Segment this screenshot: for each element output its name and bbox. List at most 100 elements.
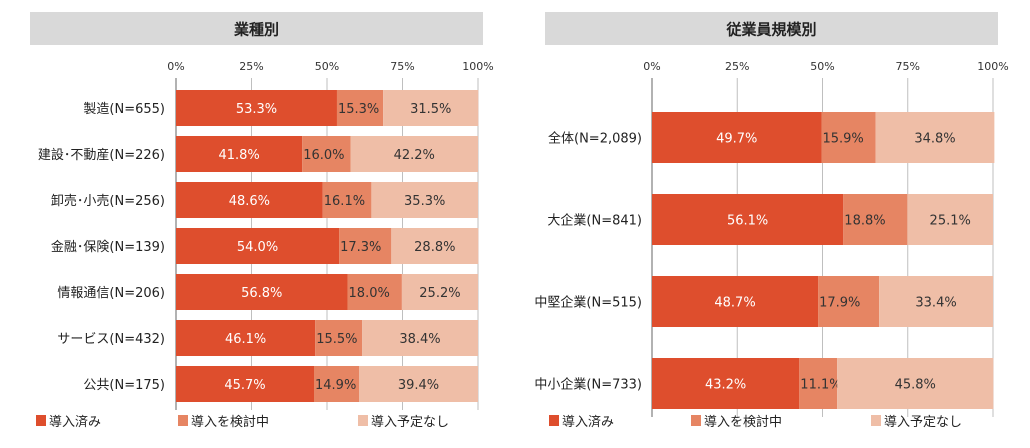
category-label: サービス(N=432) — [57, 332, 165, 347]
data-label: 16.1% — [324, 194, 365, 209]
data-label: 42.2% — [394, 148, 435, 163]
bar-segment-no_plan — [391, 228, 479, 264]
legend-swatch-considering — [178, 415, 188, 426]
bar-segment-implemented — [176, 366, 315, 402]
category-label: 公共(N=175) — [83, 378, 165, 393]
legend-swatch-implemented — [36, 415, 46, 426]
data-label: 38.4% — [399, 332, 440, 347]
bar-segment-implemented — [176, 228, 340, 264]
bar-segment-no_plan — [907, 194, 993, 245]
bar-segment-no_plan — [837, 358, 994, 409]
legend-label-considering: 導入を検討中 — [191, 414, 269, 430]
category-label: 卸売･小売(N=256) — [51, 193, 165, 209]
legend-label-implemented: 導入済み — [49, 414, 101, 430]
data-label: 56.1% — [727, 214, 768, 229]
bar-segment-implemented — [176, 136, 303, 172]
category-label: 金融･保険(N=139) — [51, 239, 165, 255]
data-label: 15.3% — [338, 102, 379, 117]
bar-segment-no_plan — [383, 90, 479, 126]
data-label: 45.7% — [224, 378, 265, 393]
bar-segment-considering — [347, 274, 402, 310]
bar-segment-implemented — [652, 358, 800, 409]
x-tick-label: 50% — [810, 60, 834, 73]
bar-segment-implemented — [176, 274, 348, 310]
data-label: 11.1% — [800, 378, 841, 393]
data-label: 56.8% — [241, 286, 282, 301]
legend-label-implemented: 導入済み — [562, 414, 614, 430]
data-label: 18.8% — [844, 214, 885, 229]
data-label: 18.0% — [349, 286, 390, 301]
bar-segment-implemented — [176, 90, 337, 126]
bar-segment-implemented — [652, 194, 844, 245]
category-label: 製造(N=655) — [83, 102, 165, 117]
bar-segment-no_plan — [401, 274, 478, 310]
data-label: 15.9% — [822, 132, 863, 147]
data-label: 41.8% — [218, 148, 259, 163]
x-tick-label: 25% — [725, 60, 749, 73]
data-label: 48.7% — [714, 296, 755, 311]
bar-segment-no_plan — [875, 112, 995, 163]
category-label: 中堅企業(N=515) — [534, 295, 642, 311]
x-tick-label: 0% — [167, 60, 184, 73]
data-label: 25.1% — [930, 214, 971, 229]
bar-segment-considering — [818, 276, 880, 327]
bar-segment-no_plan — [879, 276, 993, 327]
category-label: 建設･不動産(N=226) — [38, 147, 165, 163]
legend-swatch-no_plan — [871, 415, 881, 426]
category-label: 中小企業(N=733) — [534, 377, 642, 393]
data-label: 25.2% — [419, 286, 460, 301]
legend-label-no_plan: 導入予定なし — [371, 415, 449, 430]
x-tick-label: 75% — [896, 60, 920, 73]
category-label: 大企業(N=841) — [547, 213, 642, 229]
bar-segment-considering — [799, 358, 838, 409]
data-label: 39.4% — [398, 378, 439, 393]
category-label: 全体(N=2,089) — [548, 131, 642, 147]
x-tick-label: 100% — [462, 60, 493, 73]
data-label: 16.0% — [303, 148, 344, 163]
data-label: 46.1% — [225, 332, 266, 347]
legend-label-considering: 導入を検討中 — [704, 414, 782, 430]
data-label: 31.5% — [410, 102, 451, 117]
bar-segment-no_plan — [371, 182, 478, 218]
bar-segment-considering — [314, 366, 360, 402]
legend-label-no_plan: 導入予定なし — [884, 415, 962, 430]
data-label: 17.3% — [340, 240, 381, 255]
legend-swatch-implemented — [549, 415, 559, 426]
category-label: 情報通信(N=206) — [57, 286, 165, 301]
chart-title: 従業員規模別 — [725, 21, 816, 39]
chart-panel-1: 業種別 0% 25% 50% 75% 100% 製造(N=655) 53.3% 15.3% 31.… — [30, 12, 494, 430]
x-tick-label: 100% — [977, 60, 1008, 73]
bar-segment-implemented — [652, 112, 822, 163]
data-label: 35.3% — [404, 194, 445, 209]
data-label: 14.9% — [315, 378, 356, 393]
legend-swatch-no_plan — [358, 415, 368, 426]
bar-segment-considering — [302, 136, 351, 172]
bar-segment-no_plan — [359, 366, 478, 402]
data-label: 28.8% — [414, 240, 455, 255]
panel-header-background — [30, 12, 483, 45]
bar-segment-considering — [322, 182, 372, 218]
x-tick-label: 25% — [239, 60, 263, 73]
bar-segment-considering — [843, 194, 908, 245]
data-label: 17.9% — [819, 296, 860, 311]
data-label: 33.4% — [915, 296, 956, 311]
chart-title: 業種別 — [233, 21, 279, 39]
bar-segment-considering — [336, 90, 384, 126]
data-label: 54.0% — [237, 240, 278, 255]
bar-segment-no_plan — [362, 320, 478, 356]
bar-segment-implemented — [652, 276, 819, 327]
x-tick-label: 75% — [390, 60, 414, 73]
data-label: 15.5% — [316, 332, 357, 347]
bar-segment-considering — [339, 228, 392, 264]
bar-segment-implemented — [176, 182, 323, 218]
data-label: 43.2% — [705, 378, 746, 393]
data-label: 49.7% — [716, 132, 757, 147]
bar-segment-no_plan — [350, 136, 478, 172]
data-label: 34.8% — [914, 132, 955, 147]
bar-segment-implemented — [176, 320, 316, 356]
x-tick-label: 50% — [315, 60, 339, 73]
panel-header-background — [545, 12, 998, 45]
data-label: 48.6% — [229, 194, 270, 209]
x-tick-label: 0% — [643, 60, 660, 73]
